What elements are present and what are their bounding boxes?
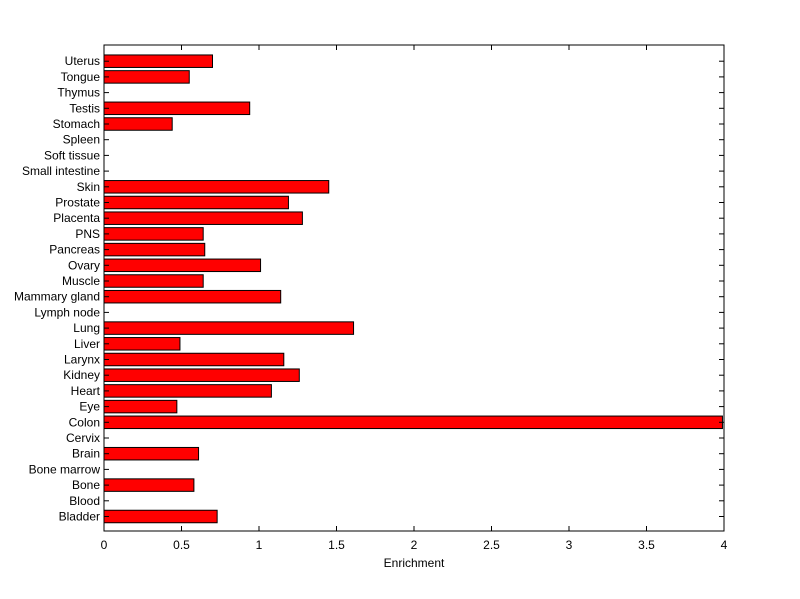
x-axis-title: Enrichment [384, 556, 445, 570]
bar-ovary [103, 258, 262, 273]
x-tick-label: 4 [721, 538, 728, 552]
y-tick-label: Larynx [64, 353, 100, 367]
y-tick-label: Heart [71, 384, 101, 398]
bar-eye [103, 399, 178, 414]
y-tick-label: Bone [72, 478, 100, 492]
y-tick-label: Bone marrow [29, 462, 101, 476]
y-tick-label: Muscle [62, 274, 100, 288]
bar-pns [103, 227, 204, 241]
bar-bladder [103, 509, 218, 524]
bar-larynx [103, 352, 285, 367]
y-tick-label: Small intestine [22, 164, 100, 178]
y-tick-label: Kidney [63, 368, 100, 382]
bar-brain [103, 446, 200, 461]
y-tick-label: Eye [79, 400, 100, 414]
bar-pancreas [103, 242, 206, 257]
y-tick-label: Blood [69, 494, 100, 508]
y-tick-label: Prostate [55, 196, 100, 210]
y-tick-label: Brain [72, 447, 100, 461]
y-tick-label: Uterus [65, 54, 100, 68]
bar-muscle [103, 274, 204, 288]
y-tick-label: Ovary [68, 258, 100, 272]
y-tick-label: Placenta [53, 211, 100, 225]
bar-prostate [103, 195, 289, 210]
y-tick-label: Soft tissue [44, 148, 100, 162]
y-tick-label: Skin [77, 180, 100, 194]
bar-colon [103, 415, 723, 430]
x-tick-label: 3.5 [638, 538, 655, 552]
y-tick-label: Lung [73, 321, 100, 335]
x-tick-label: 0.5 [173, 538, 190, 552]
bar-tongue [103, 70, 190, 84]
bar-liver [103, 337, 181, 351]
x-tick-label: 1.5 [328, 538, 345, 552]
bar-placenta [103, 211, 303, 225]
y-tick-label: Lymph node [34, 305, 100, 319]
x-tick-label: 2 [411, 538, 418, 552]
x-tick-label: 2.5 [483, 538, 500, 552]
bar-uterus [103, 54, 213, 68]
y-tick-label: Testis [69, 101, 100, 115]
bar-stomach [103, 117, 173, 131]
y-tick-label: Thymus [57, 86, 100, 100]
y-tick-label: Mammary gland [14, 290, 100, 304]
plot-area [104, 45, 724, 531]
x-tick-label: 1 [256, 538, 263, 552]
y-tick-label: Tongue [61, 70, 101, 84]
bar-heart [103, 384, 272, 398]
bar-mammary-gland [103, 289, 282, 304]
y-tick-label: Liver [74, 337, 100, 351]
x-tick-label: 0 [101, 538, 108, 552]
y-tick-label: Bladder [59, 510, 100, 524]
bar-testis [103, 101, 251, 116]
y-tick-label: PNS [75, 227, 100, 241]
bar-bone [103, 478, 195, 492]
y-tick-label: Stomach [53, 117, 100, 131]
y-tick-label: Pancreas [49, 243, 100, 257]
y-tick-label: Colon [69, 415, 100, 429]
bar-lung [103, 321, 355, 335]
bar-kidney [103, 368, 300, 382]
bar-skin [103, 180, 330, 194]
y-tick-label: Cervix [66, 431, 100, 445]
x-tick-label: 3 [566, 538, 573, 552]
x-axis-ticks: 0 0.5 1 1.5 2 2.5 3 3.5 4 [101, 45, 728, 552]
y-tick-label: Spleen [63, 133, 100, 147]
